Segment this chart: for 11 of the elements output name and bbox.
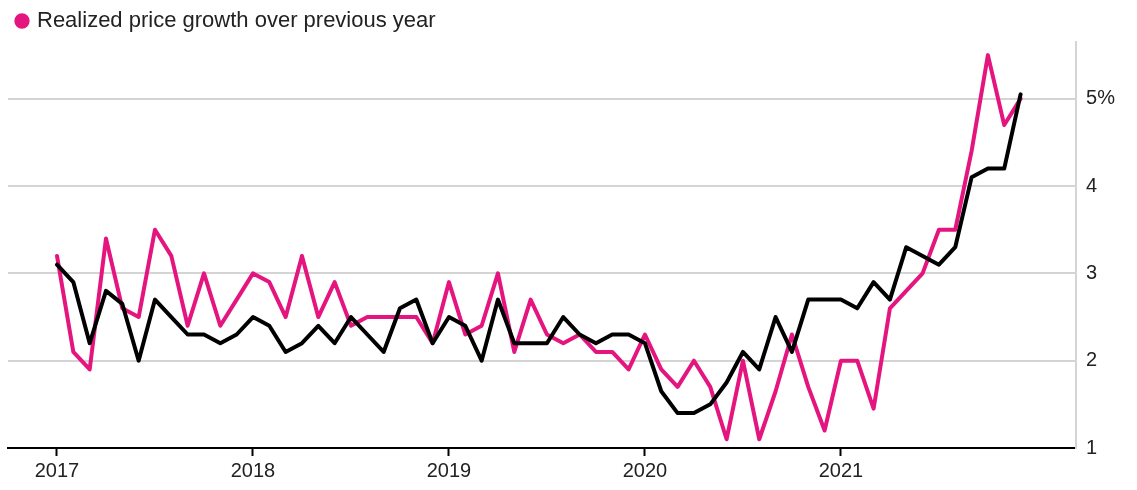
y-tick-label: 4 [1086, 173, 1098, 196]
legend-label: Realized price growth over previous year [37, 7, 436, 33]
x-tick-label: 2018 [230, 458, 276, 481]
x-tick-label: 2017 [34, 458, 80, 481]
x-tick-label: 2019 [426, 458, 472, 481]
x-tick-label: 2020 [622, 458, 668, 481]
y-tick-label: 3 [1086, 260, 1098, 283]
y-tick-label: 1 [1086, 435, 1098, 458]
y-tick-label: 2 [1086, 348, 1098, 371]
x-tick-label: 2021 [818, 458, 864, 481]
y-tick-label: 5% [1086, 86, 1116, 109]
